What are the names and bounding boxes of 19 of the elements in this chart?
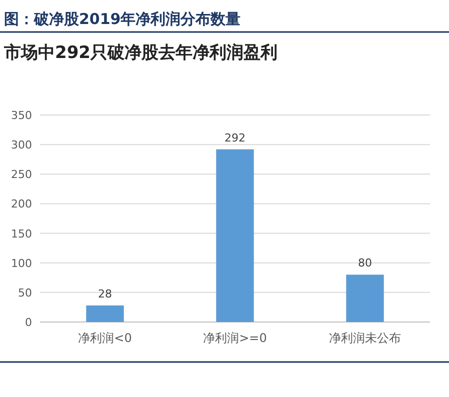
x-tick-label: 净利润<0 <box>78 331 132 345</box>
y-tick-label: 0 <box>25 316 32 329</box>
y-tick-label: 100 <box>11 256 32 270</box>
data-label: 292 <box>224 131 246 144</box>
y-tick-label: 300 <box>11 138 32 152</box>
y-tick-label: 350 <box>11 109 32 122</box>
y-tick-label: 50 <box>18 286 32 300</box>
bar <box>346 274 384 322</box>
x-tick-label: 净利润未公布 <box>329 331 401 345</box>
bar <box>86 305 124 322</box>
chart-subtitle: 市场中292只破净股去年净利润盈利 <box>3 43 278 63</box>
y-tick-label: 200 <box>11 198 32 211</box>
y-tick-label: 150 <box>11 227 32 240</box>
x-tick-label: 净利润>=0 <box>203 331 267 345</box>
chart-title: 图：破净股2019年净利润分布数量 <box>4 10 241 28</box>
bar <box>216 149 254 322</box>
y-tick-label: 250 <box>11 168 32 182</box>
data-label: 80 <box>358 256 372 270</box>
data-label: 28 <box>98 287 112 300</box>
